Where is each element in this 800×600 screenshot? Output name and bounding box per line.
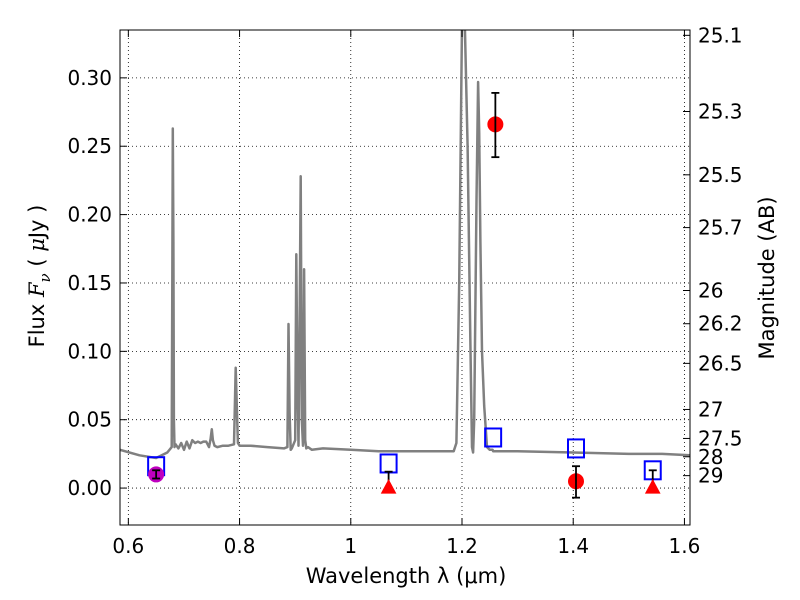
y-tick-label: 0.00 [67, 476, 112, 500]
y2-tick-label: 29 [698, 464, 723, 488]
y2-tick-label: 27 [698, 397, 723, 421]
y-axis-title-unit: Jy ) [25, 205, 49, 241]
y-tick-label: 0.30 [67, 66, 112, 90]
grid [120, 30, 690, 525]
y-tick-label: 0.10 [67, 339, 112, 363]
model-band-marker [567, 438, 585, 459]
plot-area [120, 30, 690, 499]
y2-tick-label: 27.5 [698, 426, 743, 450]
x-tick-label: 1.4 [557, 534, 589, 558]
y-tick-label: 0.15 [67, 271, 112, 295]
y-axis-title-unit-symbol: μ [25, 238, 49, 252]
model-spectrum-line [120, 30, 690, 460]
plot-content [120, 30, 690, 499]
x-tick-label: 1 [344, 534, 357, 558]
y-tick-label: 0.25 [67, 134, 112, 158]
x-axis-title: Wavelength λ (μm) [306, 564, 507, 588]
upper-limit-marker [644, 479, 661, 494]
y-tick-label: 0.20 [67, 203, 112, 227]
plot-frame [119, 29, 691, 526]
y2-tick-label: 25.5 [698, 163, 743, 187]
model-band-marker [484, 427, 503, 448]
y2-tick-label: 25.1 [698, 23, 743, 47]
y-axis-title-symbol: F [25, 281, 49, 298]
y2-tick-label: 25.7 [698, 216, 743, 240]
y2-axis-title: Magnitude (AB) [755, 196, 779, 359]
y2-tick-label: 25.3 [698, 99, 743, 123]
x-tick-label: 0.6 [112, 534, 144, 558]
y-axis-title-open: ( [25, 252, 49, 274]
y-axis-title-prefix: Flux [25, 297, 49, 347]
ticks: 0.6 0.8 1 1.2 1.4 1.6 0.00 0.05 0.10 0.15 0.20 0.25… [67, 23, 742, 558]
y-tick-label: 0.05 [67, 408, 112, 432]
y-axis-title: Flux Fν ( μJy ) [25, 205, 54, 348]
x-tick-label: 0.8 [224, 534, 256, 558]
x-tick-label: 1.2 [446, 534, 478, 558]
x-tick-label: 1.6 [669, 534, 701, 558]
upper-limit-marker [380, 479, 397, 494]
y2-tick-label: 26.2 [698, 312, 743, 336]
y-axis-title-subscript: ν [36, 273, 54, 282]
y2-tick-label: 26.5 [698, 351, 743, 375]
y2-tick-label: 28 [698, 445, 723, 469]
y2-tick-label: 26 [698, 278, 723, 302]
